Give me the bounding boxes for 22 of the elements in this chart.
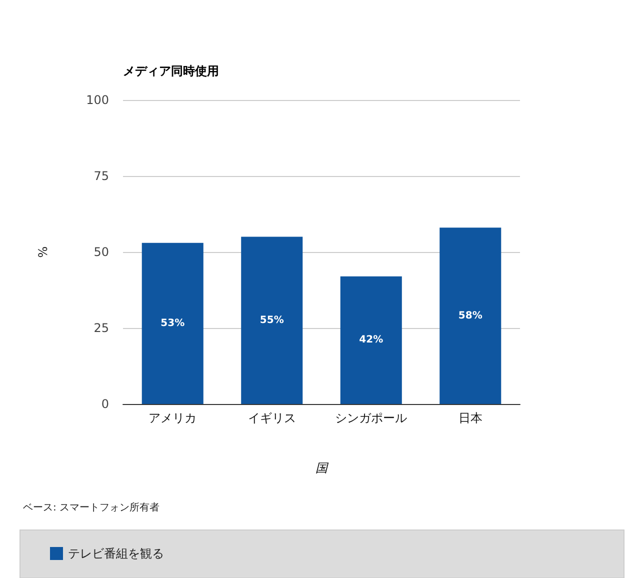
y-axis-title: %: [36, 246, 50, 258]
bar: [142, 242, 204, 404]
legend-label: テレビ番組を観る: [68, 546, 164, 560]
text: ベース: スマートフォン所有者: [23, 502, 160, 514]
y-tick-label: 100: [86, 93, 109, 107]
data-label: 53%: [160, 318, 185, 329]
y-tick-label: 0: [101, 397, 109, 411]
data-label: 55%: [260, 314, 284, 326]
bar: [241, 236, 303, 404]
data-label: 42%: [359, 334, 384, 346]
x-tick-label: シンガポール: [335, 411, 408, 425]
bar: [440, 228, 502, 404]
y-tick-label: 25: [94, 321, 109, 335]
x-tick-label: イギリス: [248, 411, 296, 425]
bar: [340, 276, 402, 404]
x-tick-label: アメリカ: [148, 411, 197, 425]
chart-title: メディア同時使用: [123, 64, 219, 78]
y-tick-label: 75: [94, 169, 109, 183]
x-axis-title: 国: [316, 461, 330, 475]
x-tick-label: 日本: [458, 411, 482, 425]
data-label: 58%: [458, 310, 482, 322]
y-tick-label: 50: [94, 245, 109, 259]
